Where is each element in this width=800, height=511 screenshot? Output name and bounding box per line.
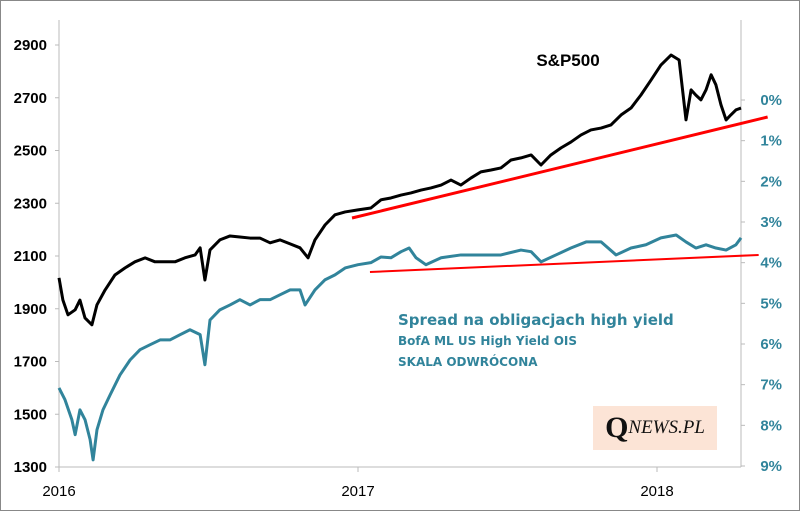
left-tick-label: 1300 <box>14 459 47 476</box>
right-tick-label: 9% <box>760 458 782 475</box>
right-tick-label: 3% <box>760 214 782 231</box>
left-tick-label: 1700 <box>14 354 47 371</box>
left-tick-label: 1500 <box>14 406 47 423</box>
x-tick-label: 2018 <box>640 483 673 500</box>
spread-series-line <box>57 233 743 462</box>
left-tick-label: 2500 <box>14 143 47 160</box>
right-tick-label: 7% <box>760 377 782 394</box>
left-tick-label: 2900 <box>14 37 47 54</box>
sp500-series-line <box>57 53 742 327</box>
right-tick-label: 4% <box>760 255 782 272</box>
right-tick-label: 1% <box>760 133 782 150</box>
spread-trendline <box>369 253 759 274</box>
logo-q: Q <box>605 411 629 444</box>
sp500-trendline <box>351 115 768 220</box>
right-tick-label: 5% <box>760 295 782 312</box>
logo-text: NEWS.PL <box>628 417 705 438</box>
spread-source: BofA ML US High Yield OIS <box>398 334 578 348</box>
x-tick-label: 2016 <box>42 483 75 500</box>
left-tick-label: 2300 <box>14 195 47 212</box>
left-tick-label: 2700 <box>14 90 47 107</box>
left-tick-label: 1900 <box>14 301 47 318</box>
spread-note: SKALA ODWRÓCONA <box>398 355 538 369</box>
left-tick-label: 2100 <box>14 248 47 265</box>
right-tick-label: 2% <box>760 173 782 190</box>
right-tick-label: 0% <box>760 92 782 109</box>
chart-title: S&P500 <box>536 51 599 70</box>
x-tick-label: 2017 <box>341 483 374 500</box>
right-tick-label: 8% <box>760 417 782 434</box>
spread-title: Spread na obligacjach high yield <box>398 311 674 329</box>
right-tick-label: 6% <box>760 336 782 353</box>
qnews-logo: Q NEWS.PL <box>593 406 717 450</box>
